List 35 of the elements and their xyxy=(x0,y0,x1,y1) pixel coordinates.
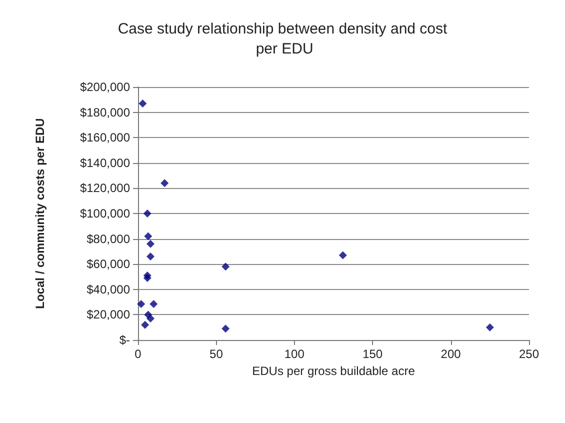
x-tick-label: 100 xyxy=(284,347,305,361)
y-tick-label: $- xyxy=(119,333,130,347)
point xyxy=(143,210,152,218)
y-tick-label: $160,000 xyxy=(80,130,130,145)
chart-title: Case study relationship between density and cost per EDU xyxy=(118,20,448,58)
y-tick-label: $120,000 xyxy=(80,181,130,196)
point xyxy=(146,240,155,248)
point xyxy=(486,323,494,332)
point xyxy=(150,300,158,308)
x-tick-label: 200 xyxy=(440,347,462,361)
y-tick-label: $20,000 xyxy=(86,308,130,322)
point xyxy=(146,252,155,261)
y-tick-label: $180,000 xyxy=(80,105,130,120)
y-tick-label: $100,000 xyxy=(80,206,130,220)
y-tick-label: $140,000 xyxy=(80,156,130,170)
y-axis-title: Local / community costs per EDU xyxy=(33,118,47,309)
y-tick-label: $200,000 xyxy=(80,80,130,94)
x-tick-label: 150 xyxy=(362,347,383,361)
point xyxy=(138,99,147,108)
y-tick-label: $80,000 xyxy=(86,232,130,246)
point xyxy=(338,251,347,260)
x-tick-label: 0 xyxy=(134,347,142,361)
point xyxy=(143,274,152,282)
point xyxy=(222,324,230,333)
point xyxy=(146,314,155,322)
x-tick-label: 250 xyxy=(518,347,540,361)
point xyxy=(144,232,152,240)
point xyxy=(160,179,169,188)
point xyxy=(137,300,146,308)
y-tick-label: $40,000 xyxy=(86,282,130,296)
x-axis-title: EDUs per gross buildable acre xyxy=(252,364,416,378)
point xyxy=(222,262,230,271)
point xyxy=(141,320,150,329)
x-tick-label: 50 xyxy=(210,347,224,361)
y-tick-label: $60,000 xyxy=(86,257,130,272)
